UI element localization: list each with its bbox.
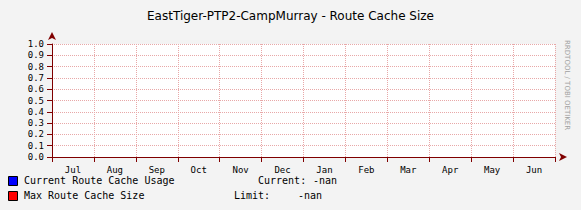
svg-text:Aug: Aug	[107, 165, 123, 175]
svg-text:Feb: Feb	[358, 165, 374, 175]
svg-text:0.9: 0.9	[28, 50, 44, 60]
svg-text:0.4: 0.4	[28, 107, 44, 117]
svg-text:Current Route Cache Usage: Current Route Cache Usage	[24, 175, 175, 186]
svg-text:0.0: 0.0	[28, 152, 44, 162]
svg-text:Current:: Current:	[258, 175, 306, 186]
svg-text:Mar: Mar	[400, 165, 417, 175]
svg-text:Dec: Dec	[274, 165, 290, 175]
svg-text:0.5: 0.5	[28, 96, 44, 106]
svg-text:May: May	[484, 165, 501, 175]
svg-text:EastTiger-PTP2-CampMurray - Ro: EastTiger-PTP2-CampMurray - Route Cache …	[147, 9, 434, 23]
svg-text:Jun: Jun	[526, 165, 542, 175]
svg-text:RRDTOOL / TOBI OETIKER: RRDTOOL / TOBI OETIKER	[563, 40, 571, 130]
svg-text:0.8: 0.8	[28, 62, 44, 72]
svg-text:Jan: Jan	[316, 165, 332, 175]
svg-text:0.1: 0.1	[28, 141, 44, 151]
svg-text:0.7: 0.7	[28, 73, 44, 83]
svg-text:Sep: Sep	[149, 165, 165, 175]
svg-text:-nan: -nan	[298, 190, 322, 201]
svg-text:0.6: 0.6	[28, 84, 44, 94]
svg-text:Nov: Nov	[232, 165, 248, 175]
svg-text:Limit:: Limit:	[234, 190, 270, 201]
svg-text:-nan: -nan	[313, 175, 337, 186]
svg-text:1.0: 1.0	[28, 39, 44, 49]
svg-text:Max Route Cache Size: Max Route Cache Size	[24, 190, 144, 201]
svg-text:0.2: 0.2	[28, 129, 44, 139]
svg-text:Oct: Oct	[191, 165, 207, 175]
svg-text:0.3: 0.3	[28, 118, 44, 128]
svg-text:Apr: Apr	[442, 165, 459, 175]
svg-text:Jul: Jul	[65, 165, 81, 175]
